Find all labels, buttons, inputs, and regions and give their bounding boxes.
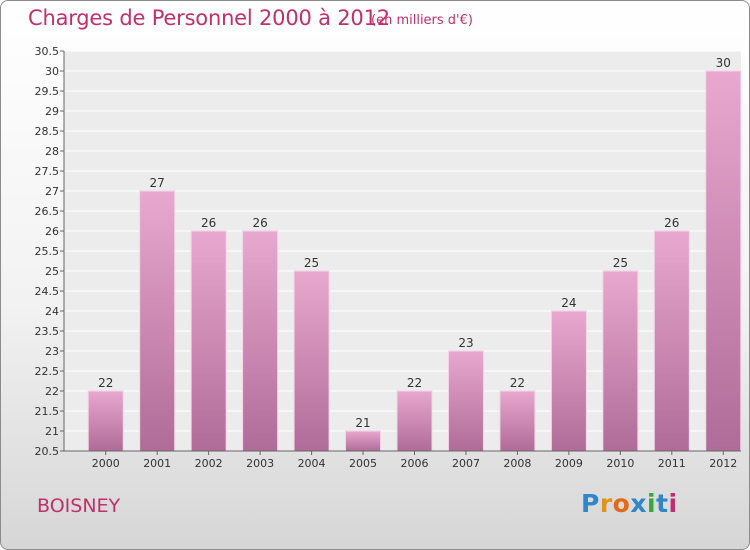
x-tick-label: 2003 xyxy=(246,457,274,470)
y-tick-label: 25.5 xyxy=(35,245,60,258)
y-tick-label: 30.5 xyxy=(35,45,60,58)
y-tick-label: 27 xyxy=(45,185,59,198)
bar-value-label: 25 xyxy=(304,256,319,270)
y-tick-label: 24 xyxy=(45,305,59,318)
bar-value-label: 22 xyxy=(98,376,113,390)
bar-value-label: 25 xyxy=(613,256,628,270)
bar-value-label: 23 xyxy=(458,336,473,350)
chart-subtitle: (en milliers d'€) xyxy=(371,13,473,28)
bar-2010 xyxy=(602,270,639,452)
x-tick-label: 2006 xyxy=(401,457,429,470)
x-tick-label: 2001 xyxy=(143,457,171,470)
bar-2007 xyxy=(447,350,484,452)
y-tick-label: 29 xyxy=(45,105,59,118)
y-tick-label: 28 xyxy=(45,145,59,158)
y-tick-label: 27.5 xyxy=(35,165,60,178)
logo-letter: t xyxy=(656,489,669,518)
bar-2006 xyxy=(396,390,433,452)
y-tick-label: 26.5 xyxy=(35,205,60,218)
bar-2003 xyxy=(242,230,279,452)
y-tick-label: 30 xyxy=(45,65,59,78)
x-tick-label: 2004 xyxy=(298,457,326,470)
logo-letter: x xyxy=(630,489,647,518)
bar-2012 xyxy=(705,70,742,452)
bar-value-label: 26 xyxy=(201,216,216,230)
y-tick-label: 23 xyxy=(45,345,59,358)
logo-letter: P xyxy=(581,489,600,518)
x-tick-label: 2007 xyxy=(452,457,480,470)
logo-letter: i xyxy=(647,489,657,518)
x-tick-label: 2009 xyxy=(555,457,583,470)
x-tick-label: 2005 xyxy=(349,457,377,470)
x-tick-label: 2011 xyxy=(658,457,686,470)
bar-value-label: 24 xyxy=(561,296,576,310)
chart-title: Charges de Personnel 2000 à 2012 xyxy=(28,6,390,30)
y-tick-label: 22 xyxy=(45,385,59,398)
bar-2005 xyxy=(345,430,382,452)
y-tick-label: 21.5 xyxy=(35,405,60,418)
x-tick-label: 2010 xyxy=(606,457,634,470)
bar-value-label: 30 xyxy=(716,56,731,70)
logo-letter: o xyxy=(612,489,631,518)
y-tick-label: 28.5 xyxy=(35,125,60,138)
logo-letter: r xyxy=(599,489,613,518)
y-tick-label: 22.5 xyxy=(35,365,60,378)
bar-value-label: 26 xyxy=(664,216,679,230)
bar-value-label: 22 xyxy=(510,376,525,390)
x-tick-label: 2000 xyxy=(92,457,120,470)
x-tick-label: 2008 xyxy=(503,457,531,470)
y-tick-label: 29.5 xyxy=(35,85,60,98)
y-tick-label: 26 xyxy=(45,225,59,238)
bar-value-label: 21 xyxy=(355,416,370,430)
bar-value-label: 27 xyxy=(150,176,165,190)
logo-letter: i xyxy=(668,489,678,518)
bar-value-label: 26 xyxy=(252,216,267,230)
bar-2002 xyxy=(190,230,227,452)
y-tick-label: 24.5 xyxy=(35,285,60,298)
bar-2008 xyxy=(499,390,536,452)
bar-value-label: 22 xyxy=(407,376,422,390)
y-tick-label: 25 xyxy=(45,265,59,278)
x-tick-label: 2002 xyxy=(195,457,223,470)
bar-2000 xyxy=(87,390,124,452)
proxiti-logo[interactable]: Proxiti xyxy=(581,489,678,518)
bar-2001 xyxy=(139,190,176,452)
y-tick-label: 21 xyxy=(45,425,59,438)
bar-2009 xyxy=(550,310,587,452)
y-tick-label: 20.5 xyxy=(35,445,60,458)
bar-2011 xyxy=(653,230,690,452)
x-tick-label: 2012 xyxy=(709,457,737,470)
y-tick-label: 23.5 xyxy=(35,325,60,338)
commune-name: BOISNEY xyxy=(37,495,121,517)
bar-2004 xyxy=(293,270,330,452)
